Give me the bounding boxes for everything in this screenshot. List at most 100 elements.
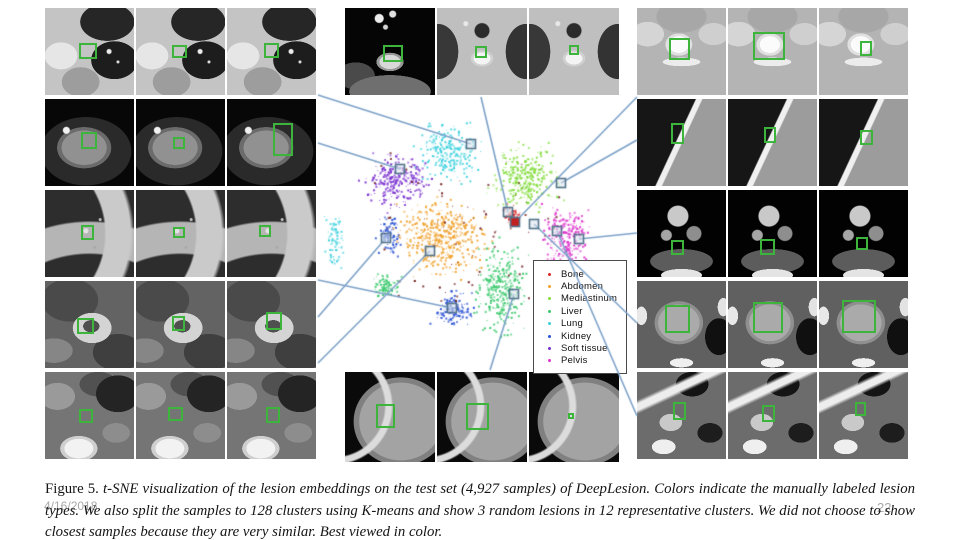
ct-tile (45, 281, 134, 368)
ct-tile (136, 281, 225, 368)
legend-label: Pelvis (561, 355, 588, 367)
lesion-box (171, 44, 187, 59)
legend-label: Lung (561, 318, 583, 330)
lesion-box (259, 224, 272, 237)
lesion-box (760, 238, 776, 256)
lesion-box (670, 123, 685, 145)
ct-tile (136, 8, 225, 95)
legend-color-dot (548, 359, 551, 363)
lesion-box (375, 404, 396, 428)
legend-color-dot (548, 297, 551, 301)
lesion-box (859, 41, 872, 56)
lesion-box (78, 42, 97, 60)
legend-color-dot (548, 322, 551, 326)
ct-tile (45, 8, 134, 95)
ct-tile (819, 190, 908, 277)
lesion-box (171, 315, 185, 331)
lesion-type-legend: Bone Abdomen Mediastinum Liver Lung Kidney Sof… (533, 260, 627, 375)
figure-caption-text: t-SNE visualization of the lesion embedd… (45, 481, 915, 540)
ct-tile (728, 372, 817, 459)
lesion-box (80, 224, 94, 240)
ct-tile (637, 281, 726, 368)
ct-tile (529, 8, 619, 95)
lesion-box (568, 44, 580, 55)
legend-item: Liver (542, 305, 624, 317)
ct-tile (728, 281, 817, 368)
ct-tile (728, 190, 817, 277)
legend-label: Soft tissue (561, 343, 608, 355)
ct-tile (637, 190, 726, 277)
legend-label: Mediastinum (561, 293, 618, 305)
lesion-box (168, 406, 184, 421)
lesion-box (465, 402, 490, 430)
lesion-box (266, 312, 283, 330)
lesion-box (854, 401, 867, 417)
ct-tile (819, 8, 908, 95)
legend-item: Abdomen (542, 280, 624, 292)
figure-caption-label: Figure 5. (45, 481, 99, 497)
lesion-box (567, 412, 574, 419)
legend-color-dot (548, 272, 551, 276)
legend-label: Liver (561, 305, 583, 317)
lesion-box (842, 300, 876, 334)
ct-tile (819, 281, 908, 368)
ct-grid-bottom (345, 372, 621, 462)
ct-tile (637, 99, 726, 186)
ct-tile (227, 99, 316, 186)
lesion-box (669, 37, 691, 61)
lesion-box (752, 32, 785, 61)
ct-tile (637, 8, 726, 95)
figure-caption: Figure 5. t-SNE visualization of the les… (45, 479, 915, 540)
lesion-box (752, 301, 784, 334)
lesion-box (672, 401, 686, 420)
lesion-box (173, 226, 185, 238)
ct-tile (345, 372, 435, 462)
legend-color-dot (548, 285, 551, 289)
ct-tile (227, 190, 316, 277)
lesion-box (264, 42, 279, 58)
ct-tile (437, 8, 527, 95)
legend-label: Bone (561, 268, 584, 280)
legend-color-dot (548, 309, 551, 313)
lesion-box (173, 137, 185, 149)
lesion-box (382, 44, 403, 62)
lesion-box (78, 408, 94, 424)
ct-tile (819, 99, 908, 186)
lesion-box (80, 132, 97, 150)
lesion-box (859, 130, 874, 146)
legend-label: Kidney (561, 330, 592, 342)
lesion-box (273, 123, 293, 157)
ct-grid-right (637, 8, 909, 459)
ct-tile (45, 372, 134, 459)
legend-item: Soft tissue (542, 342, 624, 354)
ct-tile (819, 372, 908, 459)
lesion-box (474, 46, 488, 59)
lesion-box (266, 406, 280, 424)
lesion-box (763, 126, 777, 144)
ct-tile (136, 99, 225, 186)
legend-item: Bone (542, 268, 624, 280)
ct-tile (529, 372, 619, 462)
legend-item: Lung (542, 318, 624, 330)
legend-item: Mediastinum (542, 293, 624, 305)
ct-tile (136, 372, 225, 459)
ct-tile (136, 190, 225, 277)
ct-tile (227, 372, 316, 459)
legend-item: Kidney (542, 330, 624, 342)
lesion-box (856, 236, 868, 251)
lesion-box (761, 405, 776, 422)
lesion-box (77, 317, 94, 335)
ct-tile (728, 8, 817, 95)
ct-tile (227, 281, 316, 368)
legend-color-dot (548, 334, 551, 338)
lesion-box (665, 305, 691, 334)
ct-tile (345, 8, 435, 95)
lesion-box (670, 240, 685, 256)
ct-tile (227, 8, 316, 95)
ct-tile (437, 372, 527, 462)
legend-item: Pelvis (542, 355, 624, 367)
legend-label: Abdomen (561, 281, 604, 293)
ct-tile (637, 372, 726, 459)
ct-tile (45, 190, 134, 277)
